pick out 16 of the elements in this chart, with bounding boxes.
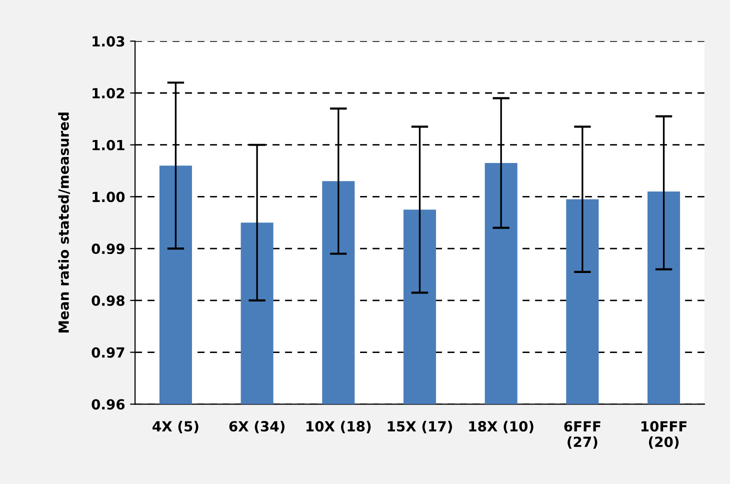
x-tick-label: 6FFF (27) xyxy=(564,421,600,449)
y-tick-label: 1.01 xyxy=(92,140,124,150)
y-tick-label: 1.00 xyxy=(92,192,125,202)
y-tick-label: 0.99 xyxy=(92,244,124,254)
x-tick-label: 10X (18) xyxy=(306,420,371,434)
y-tick-label: 1.03 xyxy=(92,36,124,47)
y-tick-label: 0.96 xyxy=(92,399,125,410)
y-tick-label: 1.02 xyxy=(92,88,124,98)
x-tick-label: 15X (17) xyxy=(388,420,452,434)
x-tick-label: 6X (34) xyxy=(229,420,284,434)
y-axis-title: Mean ratio stated/measured xyxy=(58,112,70,333)
x-tick-label: 18X (10) xyxy=(469,420,534,434)
y-tick-label: 0.97 xyxy=(92,347,124,358)
y-tick-label: 0.98 xyxy=(92,295,124,306)
x-tick-label: 4X (5) xyxy=(152,420,198,434)
x-tick-label: 10FFF (20) xyxy=(641,421,687,449)
